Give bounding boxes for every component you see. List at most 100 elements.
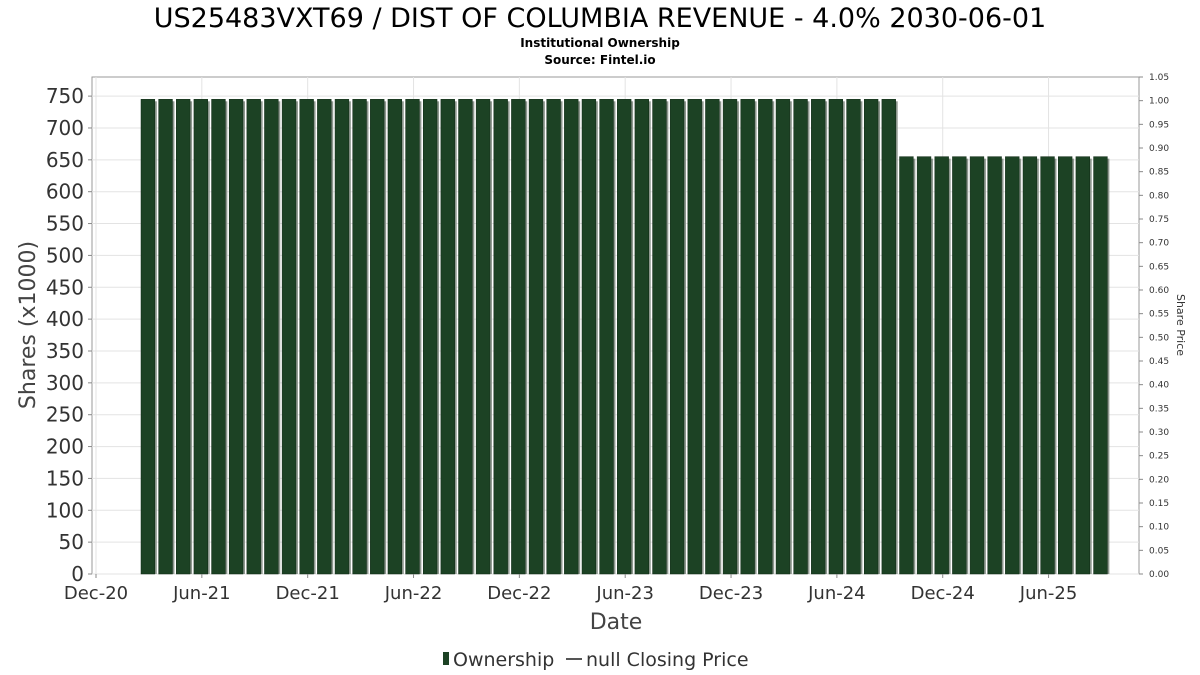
bar bbox=[334, 99, 350, 575]
chart-subtitle: Institutional Ownership bbox=[520, 36, 680, 50]
y2-axis-label: Share Price bbox=[1174, 294, 1187, 356]
bar bbox=[299, 99, 314, 575]
bar bbox=[564, 99, 579, 575]
bar bbox=[846, 99, 861, 575]
x-tick-label: Dec-24 bbox=[911, 583, 975, 604]
bar bbox=[405, 99, 420, 575]
right-tick-label: 0.00 bbox=[1149, 570, 1169, 580]
left-tick-label: 150 bbox=[46, 466, 84, 490]
legend-ownership-swatch bbox=[443, 652, 449, 665]
legend-price-label: null Closing Price bbox=[586, 649, 749, 671]
x-tick-label: Dec-23 bbox=[699, 583, 763, 604]
right-tick-label: 0.55 bbox=[1149, 310, 1169, 320]
left-tick-label: 450 bbox=[46, 275, 84, 299]
right-tick-label: 0.70 bbox=[1149, 239, 1169, 249]
bar bbox=[493, 99, 508, 575]
left-tick-label: 400 bbox=[46, 307, 84, 331]
bar bbox=[634, 99, 649, 575]
x-tick-label: Dec-21 bbox=[276, 583, 340, 604]
ownership-bars bbox=[140, 99, 1110, 575]
bar bbox=[1005, 156, 1020, 575]
right-tick-label: 0.40 bbox=[1149, 381, 1169, 391]
right-tick-label: 0.65 bbox=[1149, 262, 1169, 272]
left-tick-label: 550 bbox=[46, 212, 84, 236]
bar bbox=[140, 99, 156, 575]
bar bbox=[176, 99, 191, 575]
right-tick-label: 0.30 bbox=[1149, 428, 1169, 438]
bar bbox=[1093, 156, 1108, 575]
x-axis-label: Date bbox=[590, 610, 643, 635]
right-tick-label: 0.85 bbox=[1149, 168, 1169, 178]
right-tick-label: 0.20 bbox=[1149, 475, 1169, 485]
y-axis-label: Shares (x1000) bbox=[16, 241, 41, 409]
right-tick-label: 0.45 bbox=[1149, 357, 1169, 367]
bar bbox=[370, 99, 385, 575]
bar bbox=[934, 156, 949, 575]
bar bbox=[317, 99, 332, 575]
bar bbox=[652, 99, 667, 575]
left-tick-label: 600 bbox=[46, 180, 84, 204]
x-tick-label: Jun-24 bbox=[807, 583, 866, 604]
right-tick-label: 1.05 bbox=[1149, 73, 1169, 83]
bar bbox=[281, 99, 297, 575]
bar bbox=[828, 99, 844, 575]
left-tick-label: 350 bbox=[46, 339, 84, 363]
left-tick-label: 500 bbox=[46, 243, 84, 267]
bar bbox=[264, 99, 279, 575]
bar bbox=[1022, 156, 1038, 575]
bar bbox=[687, 99, 702, 575]
bar bbox=[581, 99, 597, 575]
bar bbox=[987, 156, 1002, 575]
right-tick-label: 0.60 bbox=[1149, 286, 1169, 296]
left-tick-label: 700 bbox=[46, 116, 84, 140]
bar bbox=[863, 99, 879, 575]
chart-title: US25483VXT69 / DIST OF COLUMBIA REVENUE … bbox=[154, 3, 1047, 34]
bar bbox=[246, 99, 261, 575]
bar bbox=[1040, 156, 1055, 575]
left-tick-label: 750 bbox=[46, 84, 84, 108]
bar bbox=[352, 99, 367, 575]
x-axis-ticks: Dec-20 Jun-21 Dec-21 Jun-22 Dec-22 Jun-23 Dec-… bbox=[64, 574, 1077, 604]
left-tick-label: 300 bbox=[46, 371, 84, 395]
bar bbox=[528, 99, 544, 575]
right-tick-label: 0.95 bbox=[1149, 120, 1169, 130]
bar bbox=[193, 99, 208, 575]
chart-source: Source: Fintel.io bbox=[544, 53, 655, 67]
right-tick-label: 0.90 bbox=[1149, 144, 1169, 154]
x-tick-label: Jun-22 bbox=[384, 583, 443, 604]
left-tick-label: 200 bbox=[46, 435, 84, 459]
bar bbox=[546, 99, 561, 575]
bar bbox=[775, 99, 791, 575]
bar bbox=[475, 99, 491, 575]
x-tick-label: Dec-22 bbox=[487, 583, 551, 604]
bar bbox=[617, 99, 632, 575]
legend-ownership-label: Ownership bbox=[453, 649, 554, 671]
left-tick-label: 0 bbox=[71, 562, 84, 586]
bar bbox=[422, 99, 438, 575]
bar bbox=[793, 99, 808, 575]
right-tick-label: 1.00 bbox=[1149, 97, 1169, 107]
left-tick-label: 100 bbox=[46, 498, 84, 522]
bar bbox=[211, 99, 226, 575]
bar bbox=[1058, 156, 1073, 575]
x-tick-label: Dec-20 bbox=[64, 583, 128, 604]
bar bbox=[158, 99, 173, 575]
bar bbox=[705, 99, 720, 575]
bar bbox=[758, 99, 773, 575]
legend: Ownership null Closing Price bbox=[443, 649, 749, 671]
bar bbox=[969, 156, 985, 575]
right-tick-label: 0.25 bbox=[1149, 452, 1169, 462]
bar bbox=[916, 156, 932, 575]
right-tick-label: 0.50 bbox=[1149, 333, 1169, 343]
bar bbox=[881, 99, 896, 575]
bar bbox=[952, 156, 967, 575]
bar bbox=[899, 156, 914, 575]
left-tick-label: 650 bbox=[46, 148, 84, 172]
bar bbox=[722, 99, 738, 575]
left-tick-label: 50 bbox=[59, 530, 84, 554]
bar bbox=[440, 99, 455, 575]
bar bbox=[228, 99, 244, 575]
right-tick-label: 0.75 bbox=[1149, 215, 1169, 225]
right-axis-ticks: 0.00 0.05 0.10 0.15 0.20 0.25 0.30 0.35 0.40 0.45… bbox=[1139, 73, 1169, 580]
right-tick-label: 0.05 bbox=[1149, 546, 1169, 556]
